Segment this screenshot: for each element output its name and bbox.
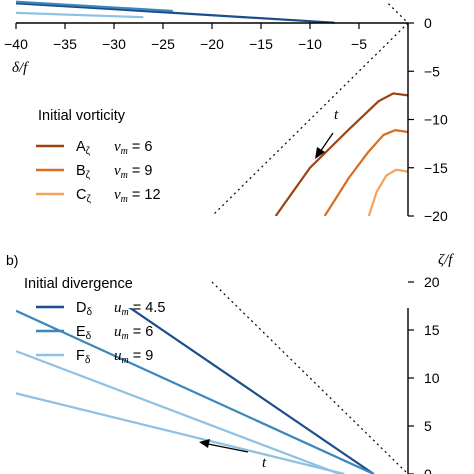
panel-a-xlabel: δ/f bbox=[12, 60, 29, 76]
panel-a-legend-item-param: vm = 9 bbox=[114, 163, 152, 181]
panel-a-legend: Aζ vm = 6 Bζ vm = 9 Cζ vm = 12 bbox=[36, 139, 161, 205]
panel-b-y-tick-label: 5 bbox=[424, 418, 432, 434]
panel-b-guide bbox=[211, 281, 409, 474]
panel-a-legend-title: Initial vorticity bbox=[38, 108, 126, 124]
panel-a: −40 −35 −30 −25 −20 −15 −10 −5 0 −5 −10 −15 −20 δ/f… bbox=[4, 0, 448, 224]
panel-a-y-tick-label: −10 bbox=[424, 112, 448, 128]
panel-b-time-arrow bbox=[207, 443, 249, 453]
panel-a-time-arrowhead bbox=[315, 147, 325, 159]
panel-a-x-tick-label: −25 bbox=[151, 36, 175, 52]
panel-a-y-tick-label: −5 bbox=[424, 63, 440, 79]
panel-a-legend-item-label: Cζ bbox=[76, 187, 91, 205]
panel-b: b) 0 5 10 15 20 ζ/f t Initial divergence Dδ u… bbox=[6, 252, 454, 474]
panel-b-ylabel: ζ/f bbox=[438, 252, 454, 268]
panel-a-x-tick-label: −15 bbox=[249, 36, 273, 52]
panel-b-time-arrowhead bbox=[199, 439, 210, 448]
panel-a-y-tick-label: 0 bbox=[424, 15, 432, 31]
panel-a-legend-item-label: Bζ bbox=[76, 163, 91, 181]
panel-a-legend-item-param: vm = 6 bbox=[114, 139, 152, 157]
panel-a-x-tick-label: −10 bbox=[298, 36, 322, 52]
panel-a-top-line-2 bbox=[16, 11, 144, 19]
panel-a-guide-lower bbox=[211, 22, 409, 217]
panel-a-x-ticks: −40 −35 −30 −25 −20 −15 −10 −5 bbox=[4, 23, 409, 52]
panel-a-x-tick-label: −40 bbox=[4, 36, 28, 52]
panel-a-x-tick-label: −20 bbox=[200, 36, 224, 52]
panel-a-series-line-C bbox=[367, 168, 408, 216]
panel-a-y-tick-label: −20 bbox=[424, 208, 448, 224]
panel-b-legend-item-label: Fδ bbox=[76, 348, 91, 366]
panel-b-guides bbox=[211, 281, 409, 474]
panel-b-legend-title: Initial divergence bbox=[24, 276, 133, 292]
panel-a-time-arrow bbox=[319, 132, 334, 153]
panel-b-legend-item-label: Eδ bbox=[76, 324, 92, 342]
panel-b-series-line-F bbox=[16, 350, 340, 474]
panel-b-y-tick-label: 20 bbox=[424, 274, 440, 290]
panel-b-series-line-extra bbox=[16, 392, 345, 474]
panel-a-top-line-1 bbox=[16, 0, 173, 13]
panel-b-series-line-E bbox=[16, 309, 375, 474]
panel-a-series-line-B bbox=[323, 129, 408, 216]
panel-a-guides bbox=[211, 3, 409, 217]
panel-a-x-tick-label: −30 bbox=[102, 36, 126, 52]
panel-b-legend-item-param: um = 9 bbox=[114, 348, 153, 366]
panel-a-series bbox=[16, 0, 408, 216]
panel-b-legend-item-param: um = 4.5 bbox=[114, 300, 165, 318]
panel-a-y-ticks: 0 −5 −10 −15 −20 bbox=[408, 15, 448, 224]
panel-a-series-line-A bbox=[274, 92, 408, 216]
panel-a-x-tick-label: −35 bbox=[53, 36, 77, 52]
panel-a-x-tick-label: −5 bbox=[351, 36, 367, 52]
panel-a-guide-upper bbox=[387, 3, 409, 24]
panel-b-legend-item-label: Dδ bbox=[76, 300, 92, 318]
panel-b-y-tick-label: 0 bbox=[424, 466, 432, 474]
panel-a-legend-item-param: vm = 12 bbox=[114, 187, 161, 205]
panel-b-series-line-D bbox=[128, 308, 375, 474]
panel-b-label: b) bbox=[6, 252, 18, 268]
panel-a-y-tick-label: −15 bbox=[424, 160, 448, 176]
panel-b-y-ticks: 0 5 10 15 20 bbox=[408, 274, 440, 474]
panel-a-legend-item-label: Aζ bbox=[76, 139, 91, 157]
panel-a-time-label: t bbox=[334, 107, 339, 123]
panel-b-legend-item-param: um = 6 bbox=[114, 324, 153, 342]
panel-a-top-line-0 bbox=[16, 2, 335, 24]
panel-b-y-tick-label: 10 bbox=[424, 370, 440, 386]
panel-b-series bbox=[16, 308, 375, 474]
panel-b-legend: Dδ um = 4.5 Eδ um = 6 Fδ um = 9 bbox=[36, 300, 165, 366]
panel-b-y-tick-label: 15 bbox=[424, 322, 440, 338]
panel-b-time-label: t bbox=[262, 455, 267, 471]
